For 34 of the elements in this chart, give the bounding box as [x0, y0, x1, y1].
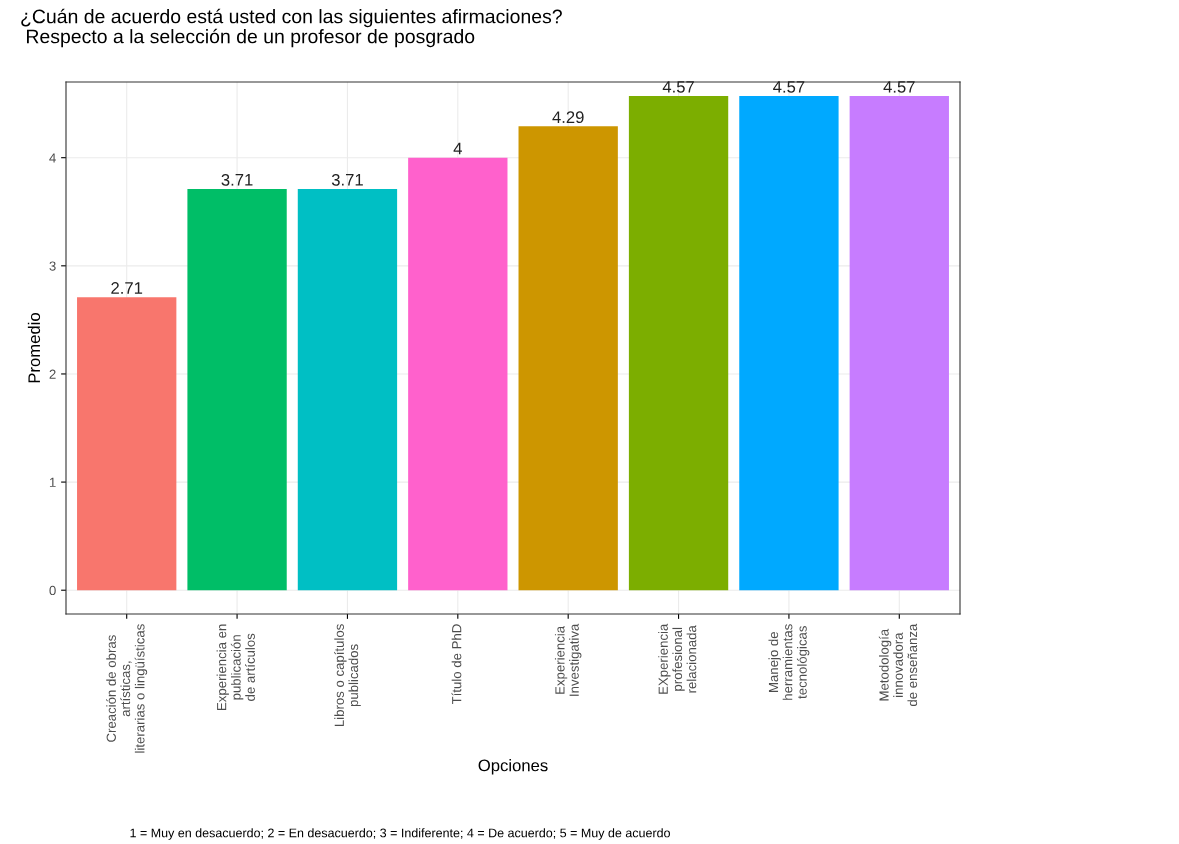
y-tick-label: 3 [49, 261, 56, 271]
bar [518, 126, 618, 591]
bar [739, 96, 839, 591]
y-tick-label: 1 [49, 477, 56, 487]
bar [77, 297, 177, 591]
x-tick-label: Metodología innovadora de enseñanza [878, 623, 918, 707]
y-tick-label: 2 [49, 369, 56, 379]
data-label: 2.71 [111, 282, 143, 294]
data-label: 4.57 [773, 81, 805, 93]
y-axis-title: Promedio [27, 313, 41, 383]
x-tick-label: Manejo de herramientas tecnológicas [768, 624, 810, 700]
chart-title: ¿Cuán de acuerdo está usted con las siguientes afirmaciones? [21, 8, 562, 28]
text: 1 = Muy en desacuerdo; 2 = En desacuerdo; 3 = Indiferente; 4 = De acuerdo; 5 = Muy de acuerdo [130, 828, 670, 840]
data-label: 3.71 [221, 173, 253, 186]
bar [187, 189, 287, 591]
bar [408, 157, 508, 591]
x-tick-label: EXperiencia profesional relacionada [658, 623, 697, 694]
bar [849, 96, 949, 591]
bar [297, 189, 398, 591]
data-label: 4.57 [662, 81, 694, 93]
x-tick-label: Libros o capítulos publicados [334, 624, 361, 727]
x-tick-label: Experiencia en publicación de artículos [216, 624, 255, 710]
data-label: 4.29 [552, 111, 584, 124]
data-label: 4 [453, 142, 462, 155]
data-label: 4.57 [883, 81, 915, 93]
x-axis-title: Opciones [478, 759, 548, 775]
x-tick-label: Creación de obras artísticas, literarias o lingüísticas [106, 624, 148, 753]
chart-subtitle: Respecto a la selección de un profesor de posgrado [27, 28, 475, 48]
y-tick-label: 4 [49, 153, 56, 163]
data-label: 3.71 [331, 173, 363, 186]
y-tick-label: 0 [49, 585, 56, 596]
x-tick-label: Título de PhD [451, 624, 462, 705]
bar [628, 96, 729, 591]
x-tick-label: Experiencia Investigativa [554, 623, 582, 696]
